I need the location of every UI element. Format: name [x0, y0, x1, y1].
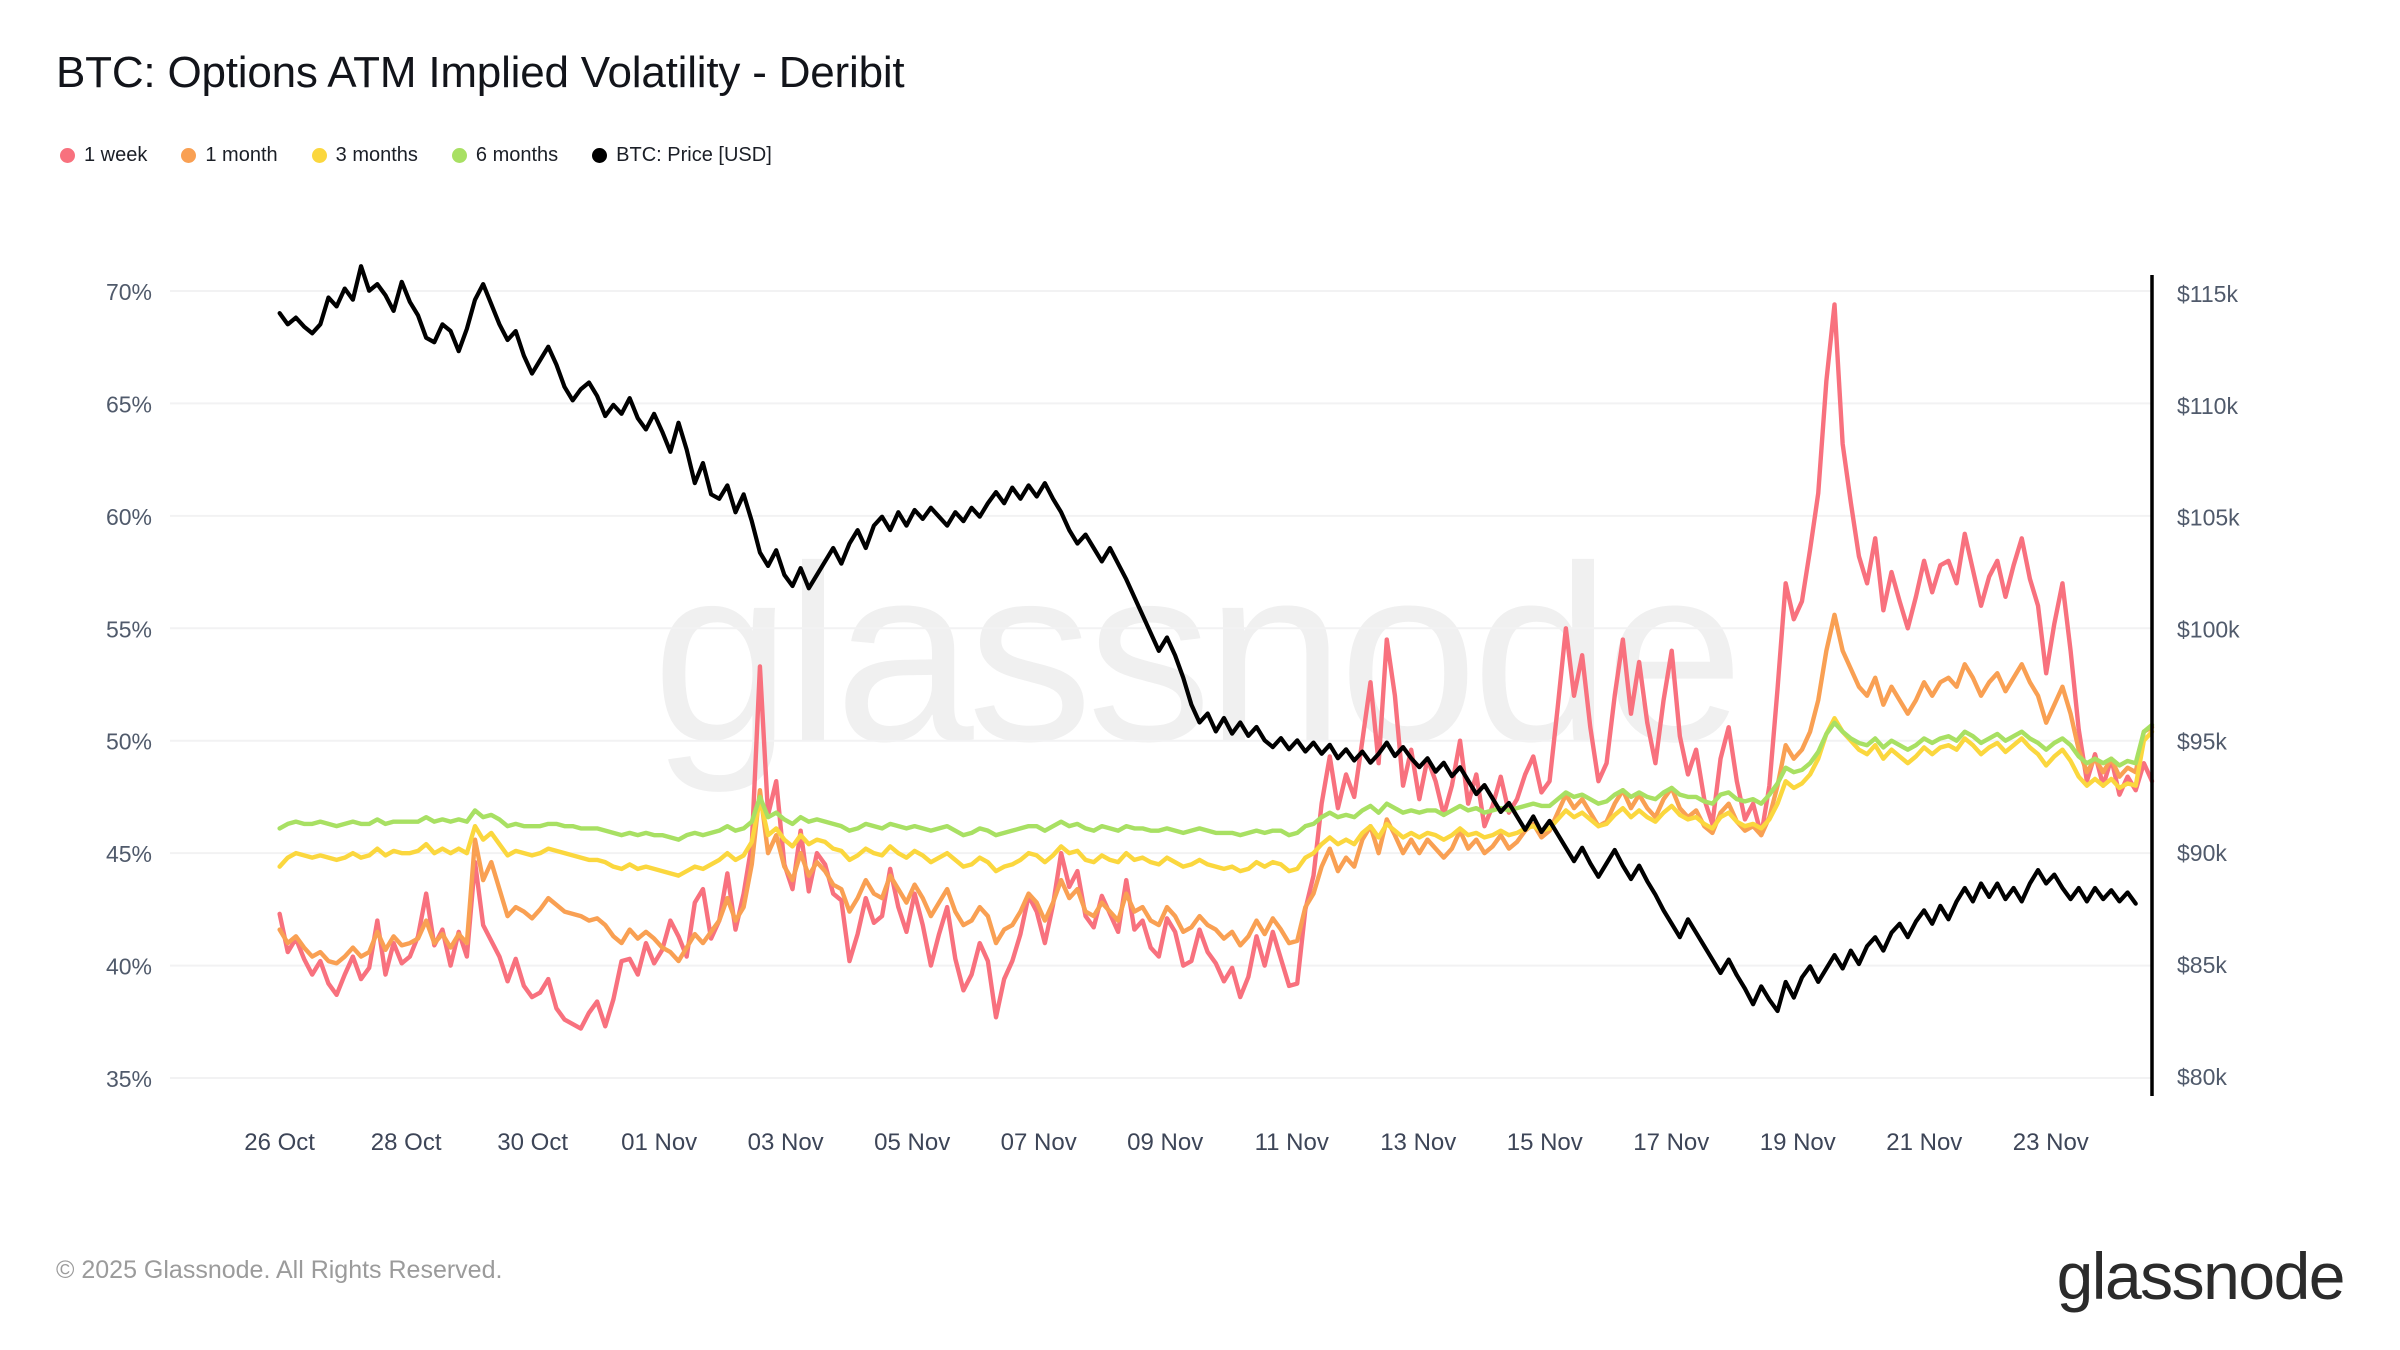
x-axis-tick-label: 28 Oct — [371, 1129, 442, 1156]
legend-item-label: 1 week — [84, 144, 148, 166]
gridlines — [170, 289, 2152, 1080]
series-lines — [277, 264, 2155, 1031]
x-axis-tick-label: 07 Nov — [1001, 1129, 1077, 1156]
legend-item[interactable]: 1 month — [181, 144, 278, 166]
series-line — [277, 612, 2155, 966]
left-axis-tick-label: 70% — [106, 279, 152, 305]
legend-item[interactable]: BTC: Price [USD] — [592, 145, 772, 165]
x-axis-tick-label: 03 Nov — [748, 1129, 824, 1156]
copyright-text: © 2025 Glassnode. All Rights Reserved. — [56, 1256, 503, 1284]
left-axis-tick-label: 50% — [106, 729, 152, 755]
legend-item-label: 6 months — [475, 144, 559, 166]
x-axis-tick-label: 05 Nov — [874, 1129, 950, 1156]
right-axis-tick-label: $90k — [2177, 840, 2227, 866]
right-axis-tick-label: $100k — [2177, 617, 2240, 643]
legend-swatch-icon — [592, 147, 608, 163]
right-axis-tick-label: $85k — [2177, 952, 2227, 978]
left-axis-tick-label: 60% — [106, 504, 152, 530]
right-axis-tick-label: $115k — [2177, 281, 2238, 307]
page-title: BTC: Options ATM Implied Volatility - De… — [56, 48, 905, 97]
left-axis-tick-label: 65% — [106, 391, 152, 417]
series-line — [277, 302, 2155, 1031]
x-axis-tick-label: 15 Nov — [1507, 1129, 1583, 1156]
legend-swatch-icon — [60, 147, 75, 163]
legend-item-label: 3 months — [335, 144, 418, 166]
glassnode-watermark: glassnode — [652, 514, 1744, 793]
legend-swatch-icon — [181, 147, 197, 163]
right-axis-tick-label: $95k — [2177, 728, 2227, 754]
legend-swatch-icon — [451, 147, 467, 163]
x-axis-tick-label: 30 Oct — [497, 1129, 568, 1156]
legend-item-label: BTC: Price [USD] — [616, 144, 772, 166]
watermark-label: glassnode — [652, 514, 1738, 793]
left-axis-tick-label: 45% — [106, 841, 152, 867]
x-axis-tick-label: 11 Nov — [1255, 1129, 1329, 1156]
legend-item[interactable]: 6 months — [451, 144, 559, 166]
x-axis-tick-label: 23 Nov — [2013, 1129, 2089, 1156]
x-axis-tick-label: 19 Nov — [1760, 1129, 1836, 1156]
x-axis-tick-label: 21 Nov — [1886, 1129, 1962, 1156]
x-axis-tick-label: 01 Nov — [621, 1129, 697, 1156]
right-axis-tick-label: $105k — [2177, 505, 2240, 531]
legend-item-label: 1 month — [205, 144, 278, 166]
series-line — [277, 264, 2138, 1014]
x-axis-tick-label: 13 Nov — [1380, 1129, 1456, 1156]
left-axis-ticks: 35% 40% 45% 50% 55% 60% 65% 70% — [106, 279, 152, 1092]
x-axis-tick-label: 26 Oct — [244, 1129, 315, 1156]
brand-logo: glassnode — [2056, 1239, 2346, 1313]
right-axis-tick-label: $110k — [2177, 393, 2238, 419]
legend-item[interactable]: 1 week — [60, 145, 147, 165]
x-axis-tick-label: 17 Nov — [1633, 1129, 1709, 1156]
right-axis-ticks: $80k $85k $90k $95k $100k $105k $110k $115k — [2177, 281, 2240, 1090]
x-axis-tick-label: 09 Nov — [1127, 1129, 1203, 1156]
left-axis-tick-label: 40% — [106, 954, 152, 980]
legend-item[interactable]: 3 months — [311, 144, 418, 166]
left-axis-tick-label: 35% — [106, 1066, 152, 1092]
left-axis-tick-label: 55% — [106, 616, 152, 642]
chart-legend: 1 week 1 month 3 months 6 months BTC: Price … — [60, 142, 772, 168]
legend-swatch-icon — [311, 147, 327, 163]
x-axis-ticks: 26 Oct 28 Oct 30 Oct 01 Nov 03 Nov 05 Nov 07 N… — [244, 1129, 2089, 1156]
right-axis-tick-label: $80k — [2177, 1064, 2227, 1090]
series-line — [277, 720, 2155, 842]
